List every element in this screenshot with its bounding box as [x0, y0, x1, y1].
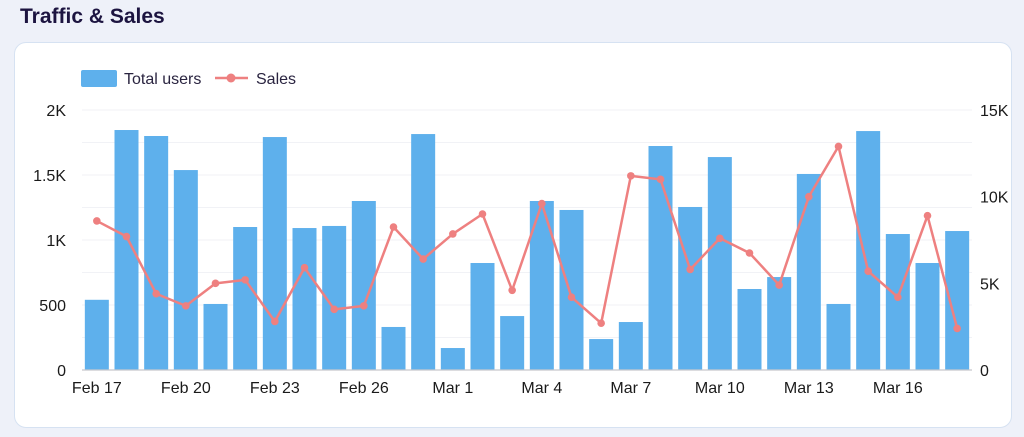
- sales-point: [567, 293, 576, 302]
- bar: [114, 130, 139, 370]
- sales-point: [152, 289, 160, 298]
- bar: [262, 137, 287, 370]
- y-left-tick-label: 1.5K: [33, 168, 66, 185]
- bar: [767, 277, 792, 370]
- bar: [440, 348, 465, 370]
- legend-swatch-total-users: [81, 70, 117, 87]
- sales-point: [300, 263, 309, 272]
- bar: [678, 206, 703, 370]
- bar: [470, 263, 495, 370]
- page-title: Traffic & Sales: [20, 5, 165, 28]
- sales-point: [745, 249, 754, 257]
- y-left-tick-label: 2K: [46, 103, 66, 120]
- sales-point: [419, 255, 427, 263]
- sales-point: [894, 293, 902, 302]
- x-tick-label: Mar 1: [432, 380, 473, 397]
- legend-label-total-users: Total users: [124, 71, 201, 88]
- legend-label-sales: Sales: [256, 71, 296, 88]
- legend-marker-sales: [226, 73, 236, 83]
- x-tick-label: Mar 7: [610, 380, 651, 397]
- bar: [856, 131, 881, 370]
- x-tick-label: Feb 26: [339, 380, 389, 397]
- sales-point: [360, 302, 368, 310]
- bar: [618, 322, 643, 370]
- sales-point: [241, 276, 249, 284]
- bar: [737, 289, 762, 370]
- x-tick-label: Feb 17: [72, 380, 122, 397]
- x-tick-label: Feb 20: [161, 380, 211, 397]
- sales-point: [478, 210, 487, 218]
- sales-point: [953, 324, 961, 333]
- bar: [173, 170, 198, 370]
- bar: [84, 299, 109, 370]
- sales-point: [330, 305, 338, 314]
- bar: [648, 146, 673, 370]
- sales-point: [449, 230, 457, 238]
- bar: [915, 263, 940, 370]
- bar: [292, 228, 317, 370]
- y-right-tick-label: 15K: [980, 103, 1009, 120]
- x-tick-label: Mar 10: [695, 380, 745, 397]
- x-tick-label: Feb 23: [250, 380, 300, 397]
- x-tick-label: Mar 4: [521, 380, 562, 397]
- bar: [589, 339, 614, 370]
- sales-point: [656, 175, 665, 184]
- sales-point: [597, 319, 605, 328]
- x-tick-label: Mar 13: [784, 380, 834, 397]
- y-right-tick-label: 10K: [980, 190, 1009, 207]
- sales-line: [96, 145, 959, 329]
- sales-point: [923, 211, 932, 220]
- y-left-tick-label: 500: [39, 298, 66, 315]
- bar: [233, 227, 258, 370]
- sales-point: [864, 267, 872, 276]
- bar: [559, 209, 584, 370]
- sales-point: [538, 199, 546, 208]
- sales-point: [389, 223, 398, 231]
- sales-point: [805, 192, 813, 201]
- sales-point: [716, 234, 724, 243]
- y-left-tick-label: 1K: [46, 233, 66, 250]
- x-tick-label: Mar 16: [873, 380, 923, 397]
- bar: [381, 326, 406, 370]
- bar: [885, 234, 910, 370]
- bar: [144, 136, 169, 370]
- bar: [826, 303, 851, 370]
- sales-point: [686, 265, 694, 274]
- y-right-tick-label: 5K: [980, 276, 1000, 293]
- bar: [796, 173, 821, 370]
- sales-point: [775, 281, 783, 289]
- bar: [203, 303, 228, 370]
- bar: [707, 157, 732, 370]
- sales-point: [271, 317, 279, 326]
- y-right-tick-label: 0: [980, 363, 989, 380]
- sales-point: [627, 172, 635, 180]
- bar: [500, 316, 525, 370]
- sales-point: [211, 279, 220, 288]
- sales-point: [122, 232, 131, 241]
- y-left-tick-label: 0: [57, 363, 66, 380]
- sales-point: [182, 302, 190, 310]
- sales-point: [834, 142, 843, 151]
- sales-point: [93, 217, 101, 225]
- sales-point: [508, 286, 516, 295]
